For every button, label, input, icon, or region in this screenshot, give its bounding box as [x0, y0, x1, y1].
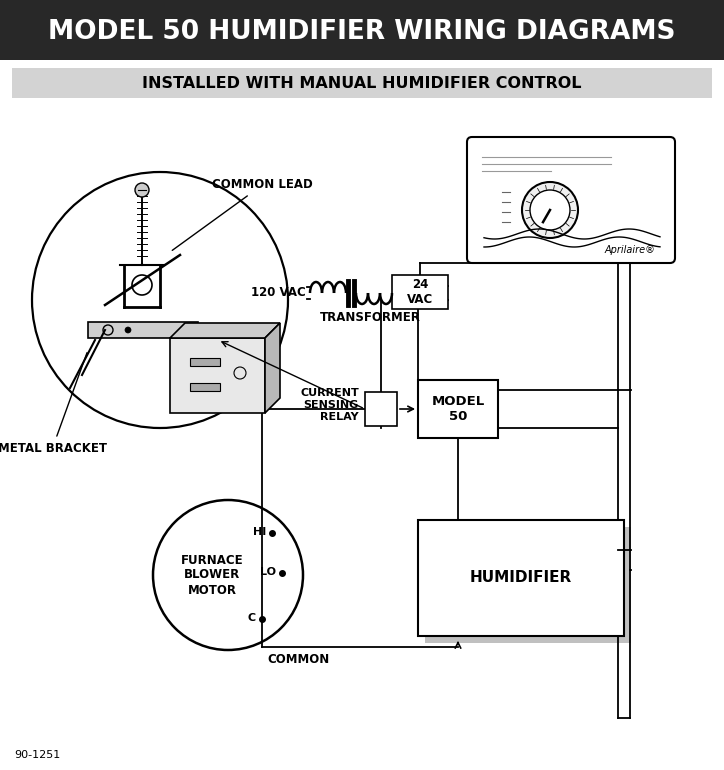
- Bar: [365, 392, 397, 426]
- Bar: [12, 68, 712, 98]
- Circle shape: [530, 190, 570, 230]
- Text: COMMON LEAD: COMMON LEAD: [172, 179, 313, 250]
- Text: COMMON: COMMON: [267, 653, 329, 666]
- Circle shape: [135, 183, 149, 197]
- Polygon shape: [170, 323, 280, 338]
- Bar: [418, 380, 498, 438]
- Text: HUMIDIFIER: HUMIDIFIER: [470, 571, 572, 585]
- Text: FURNACE
BLOWER
MOTOR: FURNACE BLOWER MOTOR: [181, 554, 243, 597]
- Bar: [418, 520, 624, 636]
- Text: CURRENT
SENSING
RELAY: CURRENT SENSING RELAY: [300, 388, 359, 422]
- Bar: [170, 338, 265, 413]
- Text: MODEL 50 HUMIDIFIER WIRING DIAGRAMS: MODEL 50 HUMIDIFIER WIRING DIAGRAMS: [49, 19, 675, 45]
- Text: HI: HI: [253, 527, 266, 537]
- Text: 24
VAC: 24 VAC: [407, 278, 433, 306]
- Text: LO: LO: [260, 567, 276, 577]
- Text: TRANSFORMER: TRANSFORMER: [319, 311, 421, 324]
- Text: Aprilaire®: Aprilaire®: [604, 245, 655, 255]
- Circle shape: [125, 327, 131, 333]
- Text: METAL BRACKET: METAL BRACKET: [0, 353, 107, 454]
- Text: MODEL
50: MODEL 50: [432, 395, 484, 423]
- Text: INSTALLED WITH MANUAL HUMIDIFIER CONTROL: INSTALLED WITH MANUAL HUMIDIFIER CONTROL: [142, 75, 582, 91]
- Bar: [392, 275, 448, 309]
- Circle shape: [522, 182, 578, 238]
- Polygon shape: [265, 323, 280, 413]
- Bar: [190, 383, 220, 391]
- Bar: [425, 527, 631, 643]
- Bar: [88, 322, 198, 338]
- FancyBboxPatch shape: [467, 137, 675, 263]
- Text: C: C: [248, 613, 256, 623]
- Bar: [0, 0, 724, 60]
- Text: 120 VAC: 120 VAC: [251, 286, 306, 300]
- Bar: [190, 358, 220, 366]
- Text: 90-1251: 90-1251: [14, 750, 60, 760]
